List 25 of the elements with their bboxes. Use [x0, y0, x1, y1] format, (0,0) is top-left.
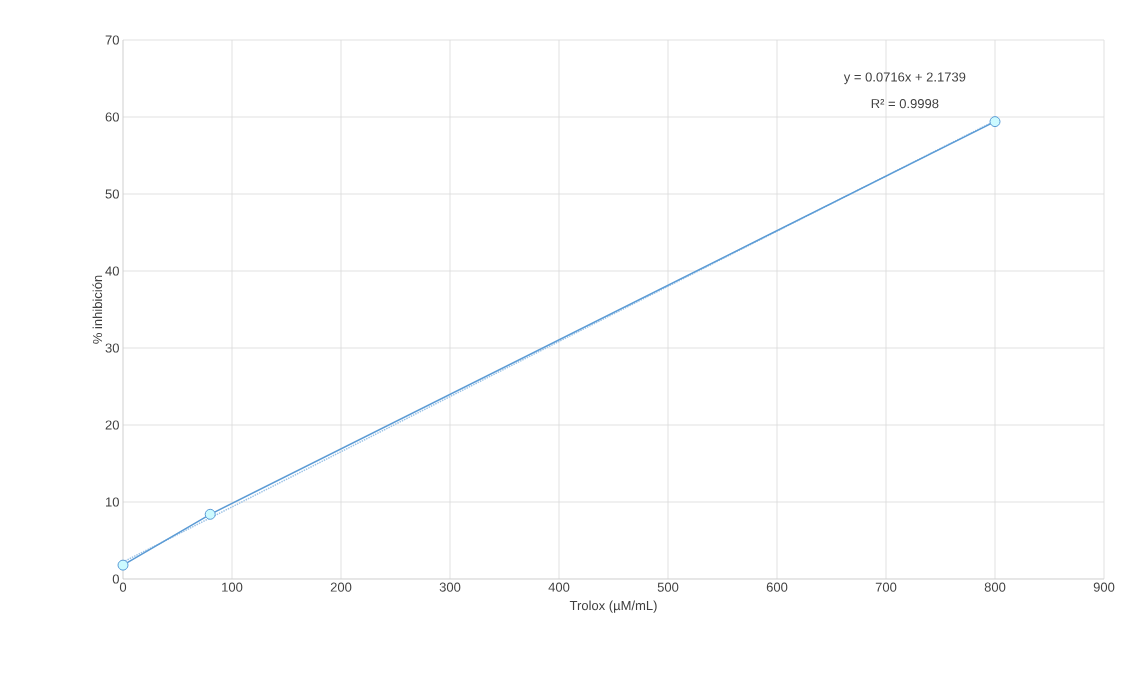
x-tick-label: 500 [657, 582, 679, 592]
x-tick-label: 800 [984, 582, 1006, 592]
x-tick-label: 600 [766, 582, 788, 592]
point [117, 559, 129, 571]
x-tick-label: 900 [1093, 582, 1115, 592]
point [204, 508, 216, 520]
x-tick-label: 300 [439, 582, 461, 592]
x-tick-label: 0 [119, 582, 127, 592]
y-tick-label: 30 [105, 343, 119, 353]
annotation: R² = 0.9998 [871, 98, 939, 109]
y-tick-label: 70 [105, 35, 119, 45]
y-tick-label: 20 [105, 420, 119, 430]
x-axis-title: Trolox (µM/mL) [569, 600, 657, 613]
y-tick-label: 50 [105, 189, 119, 199]
annotation: y = 0.0716x + 2.1739 [843, 72, 966, 85]
y-tick-label: 60 [105, 112, 119, 122]
x-tick-label: 400 [548, 582, 570, 592]
x-tick-label: 700 [875, 582, 897, 592]
y-tick-label: 0 [112, 574, 119, 584]
y-axis-title: % inhibición [92, 275, 103, 344]
y-tick-label: 10 [106, 497, 119, 507]
x-tick-label: 100 [222, 582, 243, 592]
x-tick-label: 200 [330, 582, 352, 592]
point [989, 116, 1001, 128]
y-tick-label: 40 [105, 266, 119, 276]
